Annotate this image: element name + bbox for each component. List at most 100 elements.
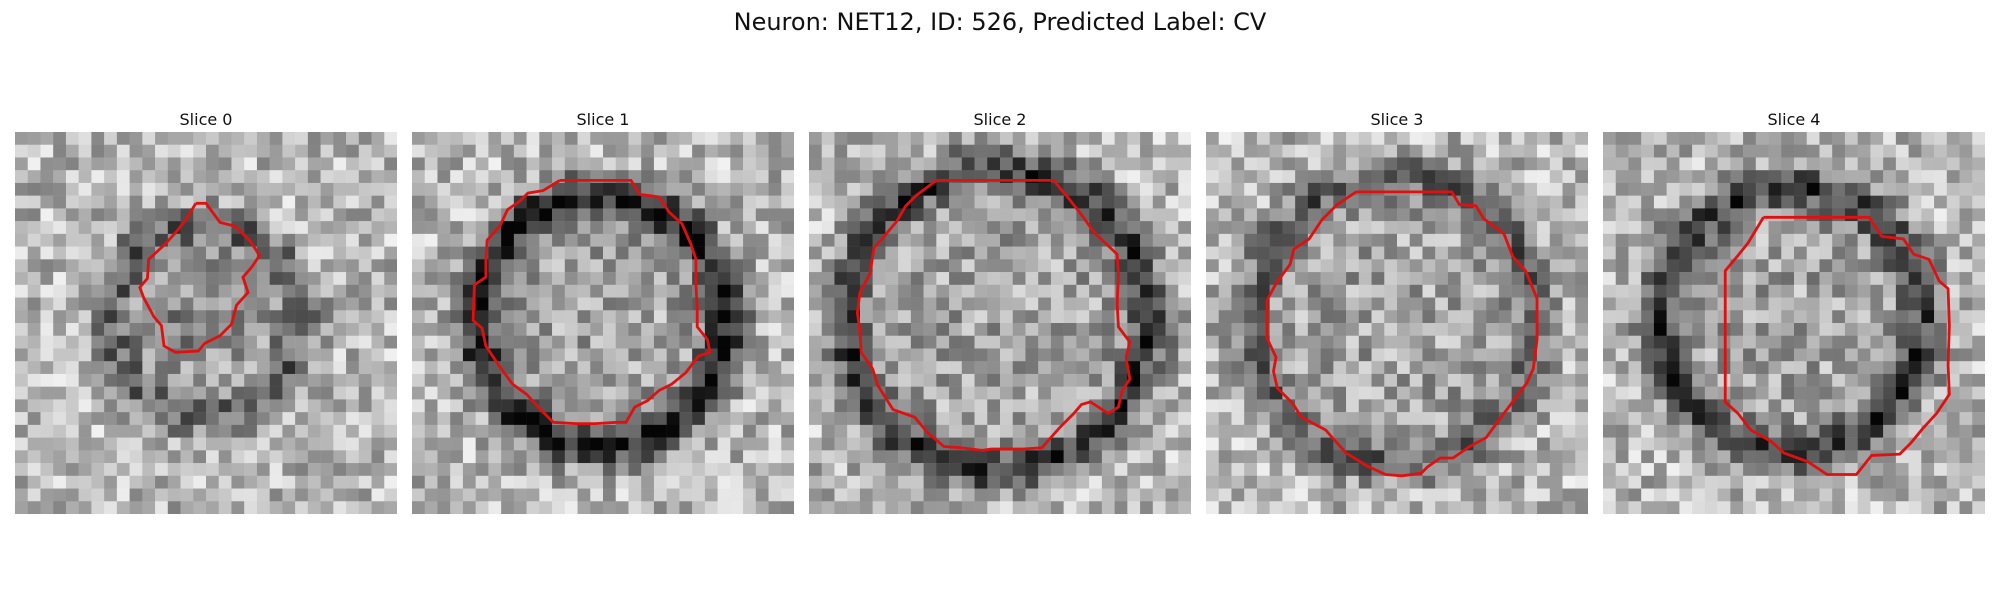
pixel	[1755, 488, 1769, 502]
pixel	[1244, 475, 1258, 489]
pixel	[358, 450, 372, 464]
pixel	[412, 132, 425, 145]
pixel	[1549, 501, 1563, 514]
pixel	[1743, 144, 1757, 158]
pixel	[1895, 132, 1909, 145]
pixel	[333, 259, 347, 273]
pixel	[1000, 386, 1013, 400]
pixel	[1562, 182, 1576, 196]
pixel	[1486, 501, 1500, 514]
pixel	[1384, 297, 1398, 311]
pixel	[1486, 463, 1500, 477]
pixel	[15, 373, 28, 387]
pixel	[1537, 144, 1551, 158]
pixel	[1346, 437, 1360, 451]
pixel	[65, 208, 79, 222]
pixel	[1857, 233, 1871, 247]
pixel	[1549, 335, 1563, 349]
pixel	[424, 501, 438, 514]
pixel	[898, 475, 912, 489]
pixel	[859, 399, 873, 413]
pixel	[1127, 259, 1141, 273]
pixel	[475, 361, 489, 375]
pixel	[1165, 361, 1179, 375]
pixel	[730, 157, 744, 171]
pixel	[1473, 272, 1487, 286]
pixel	[1063, 450, 1077, 464]
pixel	[1704, 310, 1718, 324]
pixel	[358, 297, 372, 311]
pixel	[1256, 195, 1270, 209]
pixel	[1206, 323, 1219, 336]
pixel	[885, 386, 899, 400]
pixel	[27, 488, 41, 502]
pixel	[384, 310, 397, 324]
pixel	[1653, 195, 1667, 209]
pixel	[1959, 170, 1973, 184]
pixel	[1781, 170, 1795, 184]
pixel	[1959, 144, 1973, 158]
pixel	[1895, 412, 1909, 426]
pixel	[1127, 221, 1141, 235]
pixel	[1768, 373, 1782, 387]
pixel	[282, 195, 296, 209]
pixel	[1397, 132, 1410, 145]
pixel	[40, 488, 54, 502]
pixel	[717, 501, 731, 514]
pixel	[167, 132, 181, 145]
pixel	[1231, 437, 1245, 451]
pixel	[282, 259, 296, 273]
pixel	[78, 195, 92, 209]
pixel	[1743, 284, 1757, 298]
pixel	[552, 475, 566, 489]
pixel	[1409, 488, 1423, 502]
pixel	[1653, 399, 1667, 413]
pixel	[1076, 501, 1090, 514]
pixel	[513, 157, 527, 171]
pixel	[91, 424, 105, 438]
pixel	[1140, 246, 1154, 260]
pixel	[949, 386, 963, 400]
pixel	[1498, 361, 1512, 375]
pixel	[1460, 450, 1474, 464]
pixel	[333, 386, 347, 400]
pixel	[1819, 348, 1833, 362]
pixel	[768, 195, 782, 209]
pixel	[961, 348, 975, 362]
pixel	[539, 412, 553, 426]
pixel	[1934, 221, 1948, 235]
pixel	[577, 259, 591, 273]
pixel	[615, 195, 629, 209]
pixel	[346, 221, 360, 235]
pixel	[1282, 361, 1296, 375]
pixel	[809, 323, 822, 336]
pixel	[1409, 259, 1423, 273]
pixel	[450, 412, 464, 426]
pixel	[1511, 361, 1525, 375]
pixel	[1615, 310, 1629, 324]
pixel	[1295, 297, 1309, 311]
pixel	[1653, 259, 1667, 273]
pixel	[692, 424, 706, 438]
pixel	[295, 386, 309, 400]
pixel	[1206, 208, 1219, 222]
pixel	[384, 284, 397, 298]
pixel	[1101, 259, 1115, 273]
pixel	[193, 386, 207, 400]
pixel	[167, 463, 181, 477]
pixel	[1409, 221, 1423, 235]
pixel	[1409, 182, 1423, 196]
pixel	[206, 182, 219, 196]
pixel	[269, 424, 283, 438]
pixel	[1012, 437, 1026, 451]
pixel	[167, 361, 181, 375]
pixel	[910, 488, 924, 502]
pixel	[269, 246, 283, 260]
pixel	[1704, 144, 1718, 158]
pixel	[1346, 424, 1360, 438]
pixel	[1307, 463, 1321, 477]
pixel	[1076, 259, 1090, 273]
pixel	[1114, 195, 1128, 209]
pixel	[180, 323, 194, 336]
pixel	[1358, 246, 1372, 260]
